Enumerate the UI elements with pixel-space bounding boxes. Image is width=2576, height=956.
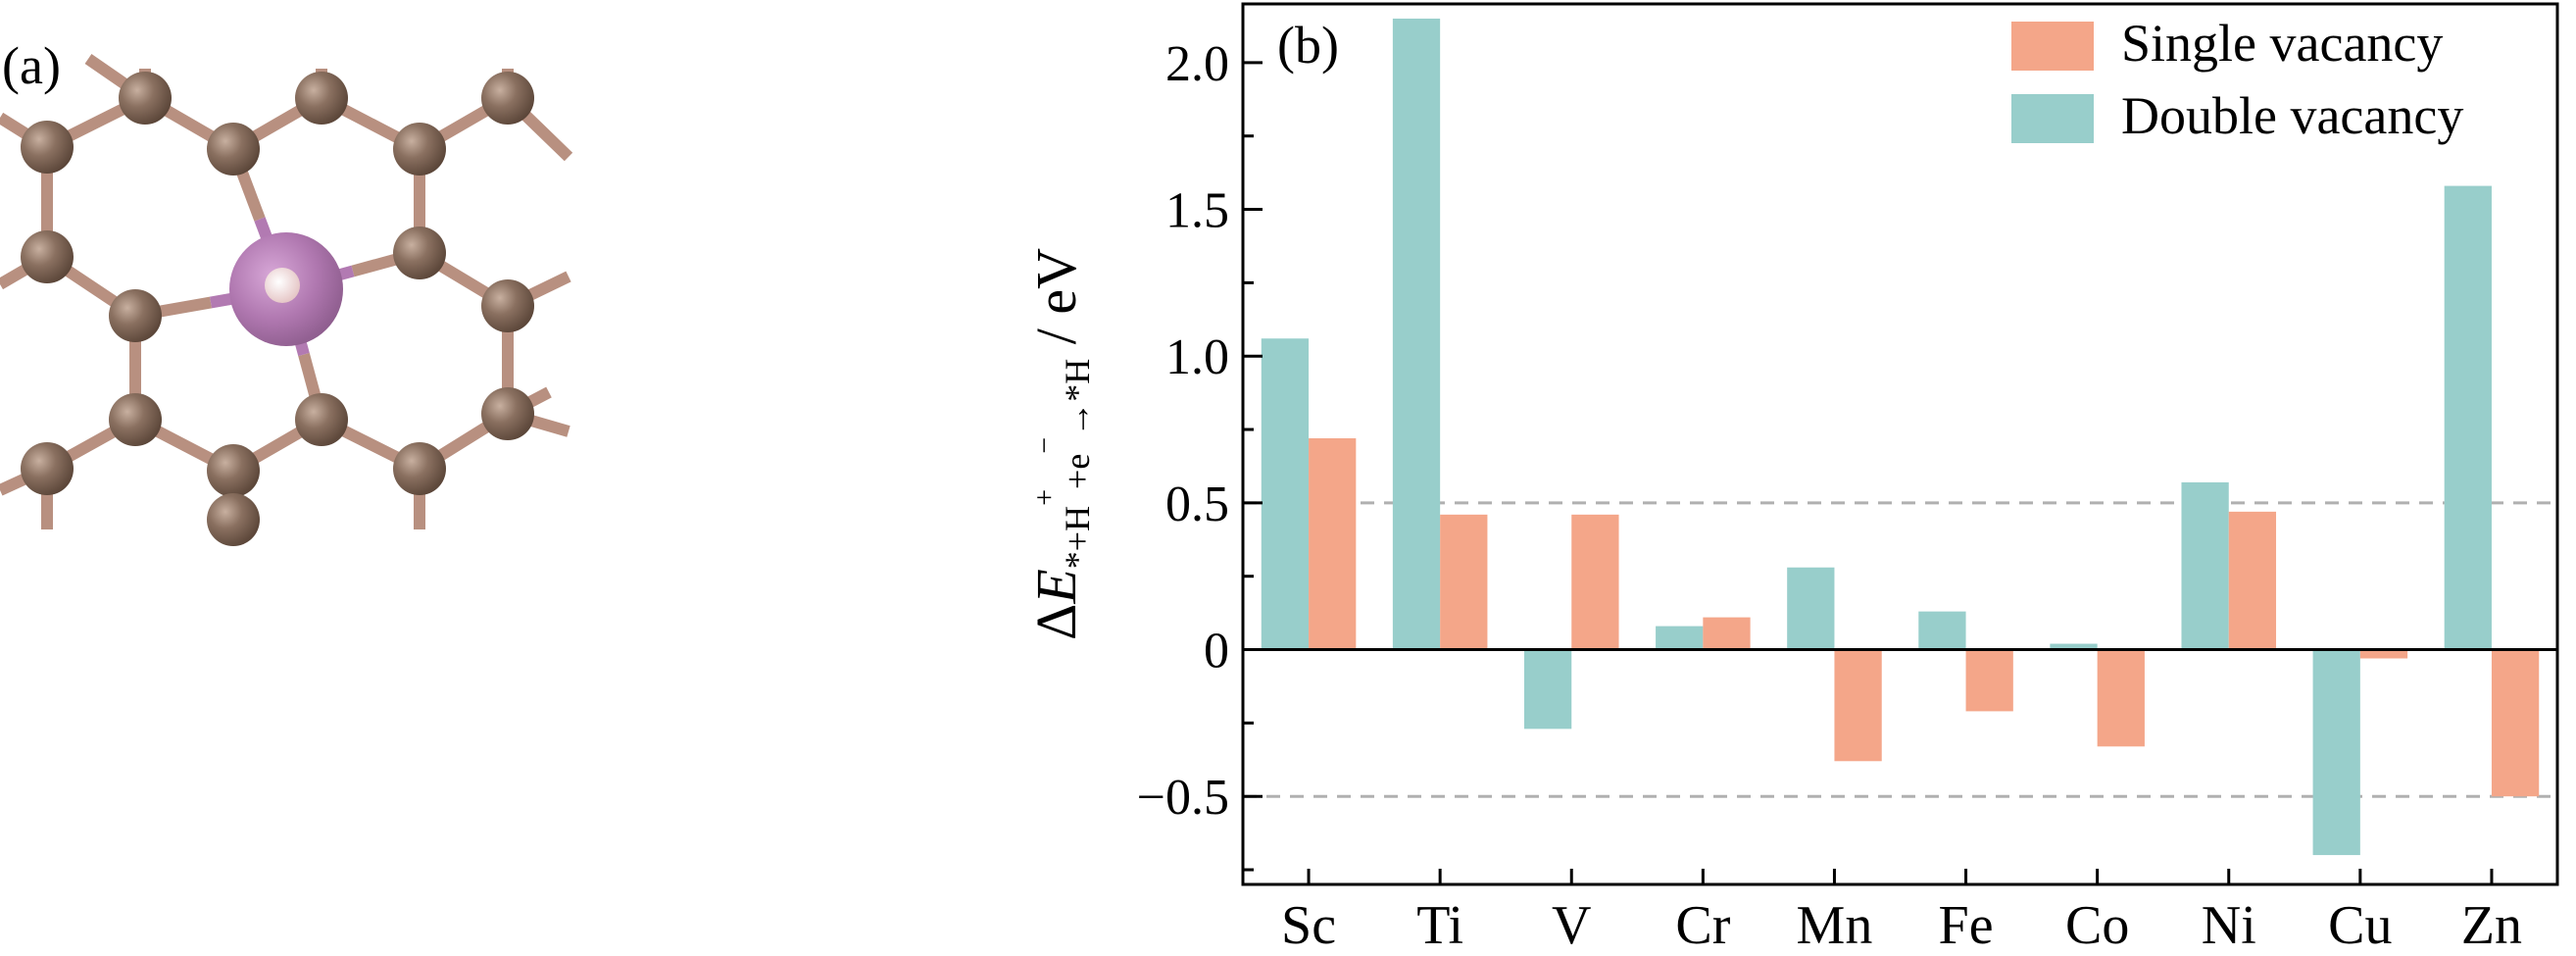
bar-double-vacancy-mn	[1787, 567, 1835, 650]
legend-swatch-double-vacancy	[2011, 94, 2094, 143]
bar-double-vacancy-ti	[1392, 18, 1441, 650]
bar-double-vacancy-ni	[2181, 481, 2229, 650]
hydrogen-atom	[265, 268, 300, 303]
bars-group	[1261, 18, 2540, 856]
x-tick-label: Ni	[2202, 895, 2256, 956]
bar-single-vacancy-cr	[1703, 617, 1751, 650]
carbon-atom	[481, 72, 534, 125]
x-tick-label: Fe	[1939, 895, 1994, 956]
legend-label: Double vacancy	[2121, 86, 2463, 145]
carbon-atom	[21, 442, 74, 495]
x-tick-label: Cr	[1675, 895, 1730, 956]
bar-double-vacancy-zn	[2444, 185, 2492, 650]
carbon-atom	[295, 72, 348, 125]
carbon-atom	[119, 72, 172, 125]
carbon-atom	[207, 444, 260, 497]
carbon-atom	[21, 121, 74, 174]
bar-single-vacancy-ti	[1440, 514, 1488, 650]
carbon-atom	[393, 226, 446, 279]
y-tick-label: 0.5	[1165, 477, 1229, 532]
legend: Single vacancy Double vacancy	[2011, 14, 2463, 145]
bar-double-vacancy-co	[2050, 643, 2098, 650]
bar-single-vacancy-mn	[1834, 649, 1882, 762]
carbon-atom	[21, 230, 74, 283]
carbon-atom	[481, 279, 534, 332]
plot-frame	[1241, 2, 2559, 886]
x-tick-label: Cu	[2328, 895, 2392, 956]
bar-single-vacancy-co	[2097, 649, 2145, 747]
bar-single-vacancy-cu	[2359, 649, 2408, 659]
bar-double-vacancy-fe	[1918, 611, 1966, 650]
carbon-atom	[109, 289, 162, 342]
y-tick-label: 2.0	[1165, 36, 1229, 92]
carbon-atom	[481, 387, 534, 440]
carbon-atom	[295, 393, 348, 446]
bar-single-vacancy-ni	[2228, 511, 2277, 650]
y-tick-label: 1.5	[1165, 183, 1229, 239]
legend-label: Single vacancy	[2121, 14, 2443, 73]
bar-double-vacancy-cu	[2312, 649, 2360, 856]
carbon-atom	[393, 123, 446, 176]
bar-single-vacancy-fe	[1965, 649, 2013, 712]
carbon-atom	[393, 442, 446, 495]
x-tick-label: Mn	[1797, 895, 1873, 956]
axes-group: −0.5 0 0.5 1.0 1.5 2.0 Sc Ti V Cr Mn Fe Co Ni Cu Zn (b) Δ…	[1024, 2, 2559, 956]
y-tick-label: 0	[1204, 624, 1229, 679]
carbon-atom	[207, 493, 260, 546]
bar-double-vacancy-sc	[1261, 338, 1310, 650]
x-tick-label: V	[1552, 895, 1591, 956]
legend-swatch-single-vacancy	[2011, 22, 2094, 71]
panel-b-label: (b)	[1277, 16, 1339, 75]
carbon-atom	[109, 393, 162, 446]
bar-double-vacancy-cr	[1656, 626, 1704, 650]
bar-single-vacancy-sc	[1309, 438, 1357, 650]
bar-double-vacancy-v	[1523, 649, 1572, 730]
x-tick-label: Sc	[1281, 895, 1336, 956]
x-tick-label: Ti	[1416, 895, 1463, 956]
atomic-structure	[0, 54, 573, 546]
y-tick-label: 1.0	[1165, 329, 1229, 385]
bar-single-vacancy-zn	[2491, 649, 2540, 797]
y-axis-label: ΔE*+H++e−→*H / eV	[1024, 248, 1097, 640]
carbon-atom	[207, 123, 260, 176]
panel-a-label: (a)	[2, 36, 61, 95]
bar-single-vacancy-v	[1571, 514, 1619, 650]
x-tick-label: Zn	[2461, 895, 2522, 956]
y-tick-label: −0.5	[1137, 770, 1229, 826]
x-tick-label: Co	[2065, 895, 2129, 956]
